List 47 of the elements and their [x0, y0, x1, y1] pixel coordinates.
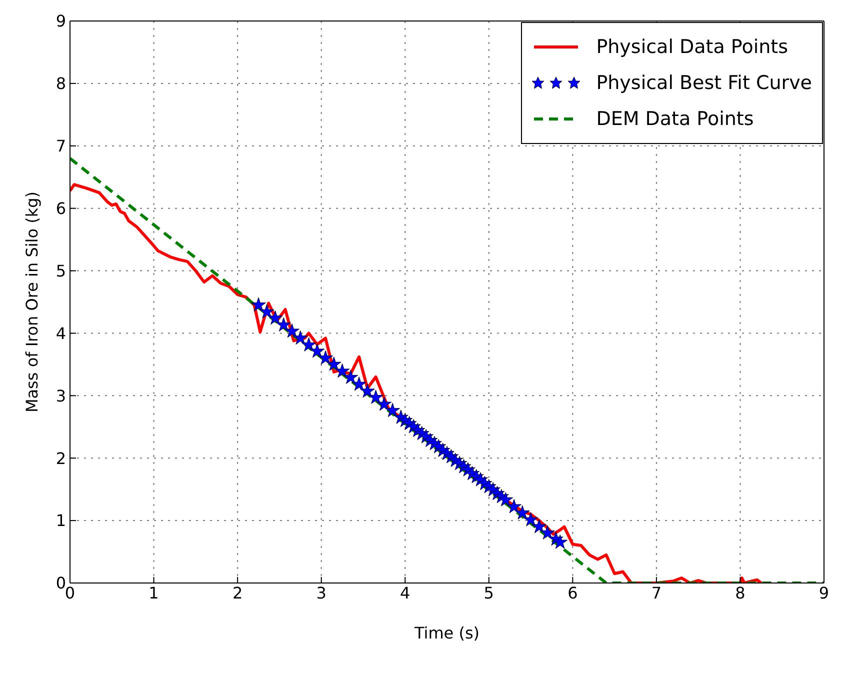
point	[352, 376, 366, 391]
y-tick-label: 9	[56, 12, 66, 31]
point	[385, 402, 400, 418]
x-tick-label: 3	[316, 583, 326, 602]
point	[360, 383, 375, 398]
x-tick-label: 7	[651, 583, 662, 602]
y-tick-label: 6	[56, 199, 66, 218]
point	[259, 304, 274, 318]
y-tick-label: 5	[56, 261, 66, 280]
legend-label: Physical Best Fit Curve	[596, 71, 812, 96]
point	[268, 310, 283, 325]
point	[251, 297, 266, 312]
y-tick-label: 7	[56, 136, 66, 156]
y-tick-label: 1	[56, 511, 66, 530]
point	[540, 525, 555, 540]
point	[514, 505, 530, 520]
point	[498, 492, 514, 506]
point	[552, 534, 568, 549]
point	[343, 370, 358, 384]
y-tick-label: 3	[56, 386, 66, 406]
point	[326, 356, 342, 371]
point	[368, 390, 384, 404]
point	[376, 396, 392, 411]
x-tick-label: 1	[148, 583, 159, 602]
point	[292, 330, 308, 345]
x-tick-label: 5	[484, 583, 494, 602]
point	[532, 519, 547, 534]
legend-label: DEM Data Points	[596, 107, 754, 132]
point	[284, 324, 300, 338]
y-tick-label: 4	[56, 324, 66, 343]
point	[318, 350, 333, 365]
point	[276, 317, 292, 332]
x-tick-label: 6	[568, 583, 578, 602]
legend-label: Physical Data Points	[596, 35, 788, 60]
x-tick-label: 9	[818, 583, 830, 602]
x-tick-label: 8	[735, 583, 746, 602]
point	[301, 337, 316, 352]
point	[523, 512, 538, 526]
point	[506, 499, 522, 514]
x-tick-label: 2	[232, 583, 243, 602]
point	[334, 364, 350, 378]
y-tick-label: 8	[56, 74, 66, 94]
y-axis-title: Mass of Iron Ore in Silo (kg)	[22, 191, 42, 413]
x-tick-label: 4	[400, 583, 410, 602]
point	[310, 344, 325, 358]
x-axis-title: Time (s)	[413, 623, 480, 642]
y-tick-label: 2	[56, 448, 66, 468]
